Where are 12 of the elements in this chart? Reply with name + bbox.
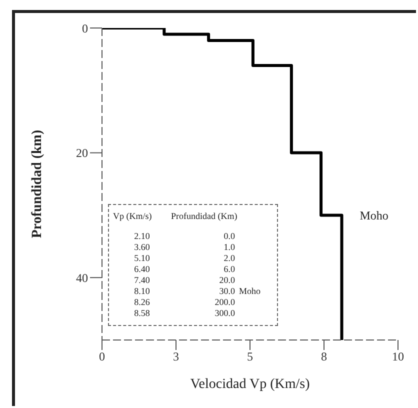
x-tick-label: 3 bbox=[173, 350, 179, 364]
y-tick-label: 40 bbox=[76, 270, 88, 285]
x-axis-title: Velocidad Vp (Km/s) bbox=[190, 377, 310, 392]
x-tick-label: 10 bbox=[392, 350, 404, 364]
y-axis-title: Profundidad (km) bbox=[30, 130, 45, 238]
y-tick-label: 20 bbox=[76, 146, 88, 160]
x-tick-label: 0 bbox=[99, 350, 105, 364]
y-tick-label: 0 bbox=[82, 21, 88, 36]
x-tick-label: 8 bbox=[321, 350, 327, 364]
x-tick-label: 5 bbox=[247, 350, 253, 364]
annotation: Moho bbox=[360, 208, 388, 222]
table-box: Vp (Km/s) Profundidad (Km) 2.10 0.0 3.60 1.0 5.10 2.0 6.40 6.0 7.40 20.0 8.10 30.0 Moho 8.26 200.0 8.58 300.0 bbox=[108, 204, 278, 326]
